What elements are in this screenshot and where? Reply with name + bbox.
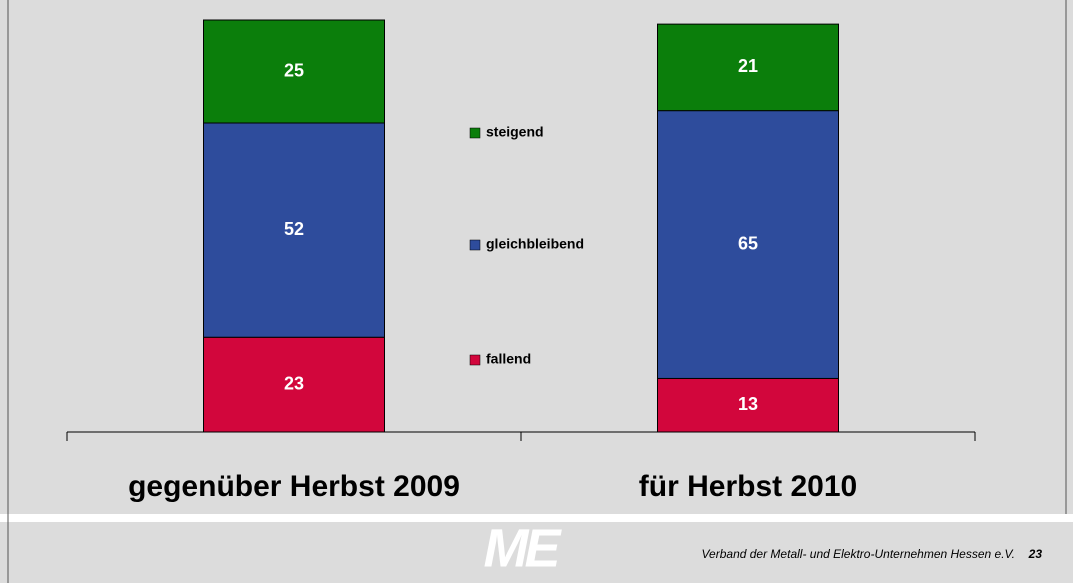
- data-label: 65: [738, 233, 758, 253]
- x-tick-label: für Herbst 2010: [639, 470, 857, 503]
- separator: [0, 514, 1073, 522]
- data-label: 23: [284, 373, 304, 393]
- data-label: 21: [738, 56, 758, 76]
- chart: 23 52 25 gegenüber Herbst 2009 13 65 21 für Her…: [66, 19, 976, 503]
- data-label: 25: [284, 60, 304, 80]
- x-tick-label: gegenüber Herbst 2009: [128, 470, 460, 503]
- footer-text: Verband der Metall- und Elektro-Unterneh…: [702, 547, 1016, 561]
- data-label: 13: [738, 394, 758, 414]
- legend-label: fallend: [486, 351, 531, 367]
- legend-swatch: [469, 127, 481, 139]
- legend-label: steigend: [486, 124, 544, 140]
- legend-swatch: [469, 354, 481, 366]
- legend-label: gleichbleibend: [486, 236, 584, 252]
- logo: ME: [484, 518, 563, 578]
- legend-swatch: [469, 239, 481, 251]
- page-number: 23: [1028, 547, 1043, 561]
- bar-segment: [203, 336, 385, 433]
- bar-segment: [203, 122, 385, 338]
- bar-segment: [203, 19, 385, 124]
- bar-segment: [657, 23, 839, 112]
- data-label: 52: [284, 219, 304, 239]
- bar-segment: [657, 110, 839, 379]
